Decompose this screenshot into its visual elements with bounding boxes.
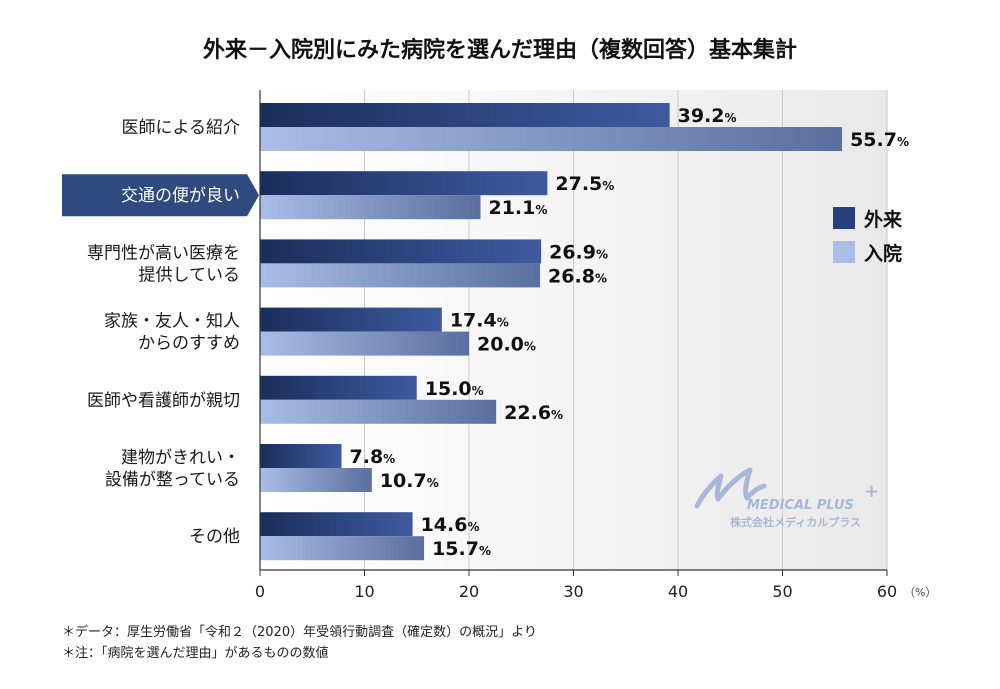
category-label-6-0: その他 bbox=[189, 527, 240, 547]
category-label-0-0: 医師による紹介 bbox=[122, 118, 241, 138]
legend-label-0: 外来 bbox=[864, 208, 902, 231]
gridlines bbox=[364, 90, 888, 570]
category-label-2-1: 提供している bbox=[139, 265, 241, 285]
bar-0-1 bbox=[260, 171, 548, 196]
highlight-callout bbox=[62, 174, 259, 217]
value-label-0-0: 39.2% bbox=[678, 105, 737, 127]
value-label-0-1: 27.5% bbox=[555, 173, 614, 195]
legend-swatch-1 bbox=[833, 241, 855, 263]
x-tick-label-30: 30 bbox=[563, 582, 583, 601]
bar-1-1 bbox=[260, 195, 481, 220]
category-label-3-0: 家族・友人・知人 bbox=[104, 312, 240, 332]
value-labels: 39.2% 27.5% 26.9% 17.4% 15.0% 7.8% 14.6% 55.7% 2… bbox=[350, 105, 909, 560]
value-label-1-4: 22.6% bbox=[504, 402, 563, 424]
category-label-2-0: 専門性が高い医療を bbox=[87, 243, 240, 263]
legend: 外来 入院 bbox=[833, 207, 902, 265]
value-label-0-2: 26.9% bbox=[549, 241, 608, 263]
category-label-3-1: からのすすめ bbox=[138, 334, 240, 354]
legend-swatch-0 bbox=[833, 207, 855, 229]
value-label-1-5: 10.7% bbox=[380, 470, 439, 492]
chart-title: 外来－入院別にみた病院を選んだ理由（複数回答）基本集計 bbox=[203, 37, 797, 63]
logo-plus: + bbox=[864, 481, 879, 502]
bar-0-5 bbox=[260, 444, 342, 468]
note-source: ＊データ：厚生労働省「令和２（2020）年受領行動調査（確定数）の概況」より bbox=[62, 625, 537, 640]
x-axis-ticks: 0 10 20 30 40 50 60 bbox=[255, 570, 897, 601]
value-label-1-3: 20.0% bbox=[477, 334, 536, 356]
logo-subtitle: 株式会社メディカルプラス bbox=[730, 515, 861, 529]
x-tick-label-0: 0 bbox=[255, 582, 265, 601]
value-label-0-6: 14.6% bbox=[421, 514, 480, 536]
value-label-0-3: 17.4% bbox=[450, 310, 509, 332]
x-tick-label-20: 20 bbox=[459, 582, 479, 601]
bar-1-6 bbox=[260, 536, 425, 561]
value-label-1-1: 21.1% bbox=[488, 197, 547, 219]
bar-1-4 bbox=[260, 399, 497, 424]
category-label-5-0: 建物がきれい・ bbox=[121, 448, 240, 468]
value-label-1-2: 26.8% bbox=[548, 265, 607, 287]
x-tick-label-50: 50 bbox=[772, 582, 792, 601]
value-label-1-0: 55.7% bbox=[850, 129, 909, 151]
bar-0-0 bbox=[260, 103, 670, 127]
x-axis-unit: （%） bbox=[904, 586, 936, 599]
bar-0-2 bbox=[260, 239, 542, 264]
bar-1-2 bbox=[260, 263, 541, 288]
category-label-5-1: 設備が整っている bbox=[105, 470, 240, 490]
bar-1-0 bbox=[260, 127, 843, 151]
company-logo: MEDICAL PLUS + 株式会社メディカルプラス bbox=[694, 467, 879, 529]
logo-name: MEDICAL PLUS bbox=[747, 498, 854, 513]
category-label-1-0: 交通の便が良い bbox=[121, 186, 240, 206]
value-label-0-4: 15.0% bbox=[425, 378, 484, 400]
category-label-4-0: 医師や看護師が親切 bbox=[87, 391, 240, 411]
x-tick-label-10: 10 bbox=[354, 582, 374, 601]
value-label-0-5: 7.8% bbox=[350, 446, 396, 468]
bar-0-6 bbox=[260, 512, 413, 537]
category-labels: 医師による紹介交通の便が良い専門性が高い医療を提供している家族・友人・知人からの… bbox=[87, 118, 240, 547]
bars bbox=[260, 103, 843, 561]
legend-label-1: 入院 bbox=[864, 242, 902, 265]
bar-0-4 bbox=[260, 375, 417, 400]
bar-1-3 bbox=[260, 331, 469, 356]
note-definition: ＊注：「病院を選んだ理由」があるものの数値 bbox=[62, 646, 329, 661]
bar-0-3 bbox=[260, 307, 442, 332]
logo-mark-icon bbox=[694, 467, 767, 509]
x-tick-label-60: 60 bbox=[877, 582, 897, 601]
x-tick-label-40: 40 bbox=[668, 582, 688, 601]
value-label-1-6: 15.7% bbox=[432, 538, 491, 560]
highlight-layer bbox=[62, 174, 259, 217]
bar-1-5 bbox=[260, 468, 372, 492]
notes: ＊データ：厚生労働省「令和２（2020）年受領行動調査（確定数）の概況」より ＊… bbox=[62, 622, 537, 664]
